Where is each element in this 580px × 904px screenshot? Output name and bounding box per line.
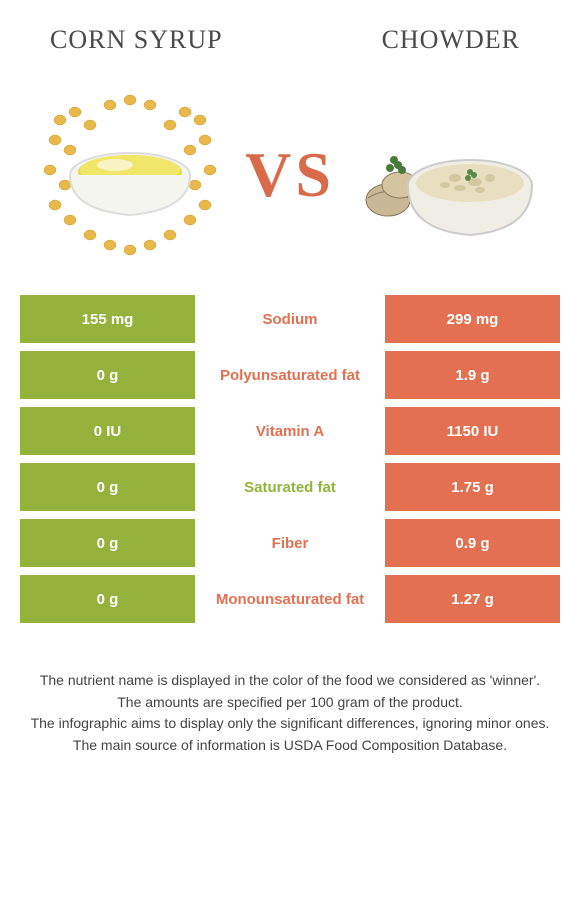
table-row: 0 g Saturated fat 1.75 g bbox=[20, 463, 560, 511]
vs-label: VS bbox=[245, 138, 335, 212]
right-value: 0.9 g bbox=[385, 519, 560, 567]
left-value: 0 g bbox=[20, 463, 195, 511]
nutrient-label: Polyunsaturated fat bbox=[195, 351, 385, 399]
left-value: 155 mg bbox=[20, 295, 195, 343]
right-value: 1150 IU bbox=[385, 407, 560, 455]
chowder-image bbox=[355, 85, 545, 265]
right-food-title: CHOWDER bbox=[382, 25, 520, 55]
footer-notes: The nutrient name is displayed in the co… bbox=[0, 631, 580, 755]
left-value: 0 g bbox=[20, 351, 195, 399]
left-value: 0 IU bbox=[20, 407, 195, 455]
table-row: 155 mg Sodium 299 mg bbox=[20, 295, 560, 343]
left-value: 0 g bbox=[20, 575, 195, 623]
footer-line: The infographic aims to display only the… bbox=[20, 714, 560, 734]
footer-line: The main source of information is USDA F… bbox=[20, 736, 560, 756]
right-value: 1.75 g bbox=[385, 463, 560, 511]
nutrient-label: Vitamin A bbox=[195, 407, 385, 455]
header-row: CORN SYRUP CHOWDER bbox=[0, 0, 580, 75]
nutrient-label: Sodium bbox=[195, 295, 385, 343]
nutrient-label: Saturated fat bbox=[195, 463, 385, 511]
footer-line: The amounts are specified per 100 gram o… bbox=[20, 693, 560, 713]
right-value: 299 mg bbox=[385, 295, 560, 343]
left-food-title: CORN SYRUP bbox=[50, 25, 223, 55]
nutrient-label: Fiber bbox=[195, 519, 385, 567]
left-value: 0 g bbox=[20, 519, 195, 567]
nutrient-label: Monounsaturated fat bbox=[195, 575, 385, 623]
table-row: 0 g Monounsaturated fat 1.27 g bbox=[20, 575, 560, 623]
table-row: 0 IU Vitamin A 1150 IU bbox=[20, 407, 560, 455]
corn-syrup-image bbox=[35, 85, 225, 265]
nutrient-table: 155 mg Sodium 299 mg 0 g Polyunsaturated… bbox=[0, 295, 580, 623]
image-comparison-row: VS bbox=[0, 75, 580, 295]
table-row: 0 g Polyunsaturated fat 1.9 g bbox=[20, 351, 560, 399]
right-value: 1.9 g bbox=[385, 351, 560, 399]
table-row: 0 g Fiber 0.9 g bbox=[20, 519, 560, 567]
footer-line: The nutrient name is displayed in the co… bbox=[20, 671, 560, 691]
right-value: 1.27 g bbox=[385, 575, 560, 623]
